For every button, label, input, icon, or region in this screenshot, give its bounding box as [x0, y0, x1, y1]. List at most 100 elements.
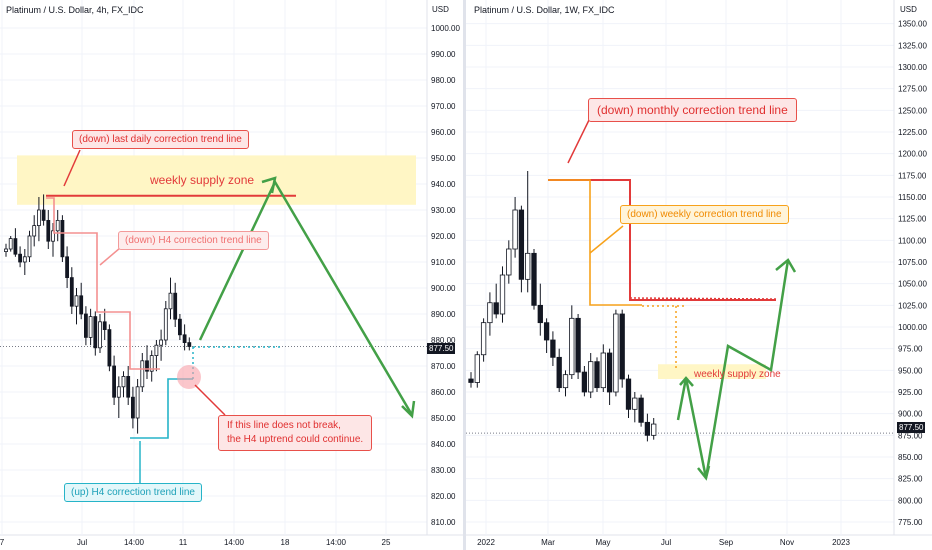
daily-note-pointer [63, 149, 81, 187]
chart-canvas-4h[interactable]: 810.00 820.00 830.00 840.00 850.00 860.00 870.… [0, 0, 464, 550]
y-tick-label: 870.00 [431, 362, 456, 371]
candle-body [512, 209, 518, 250]
y-tick-label: 920.00 [431, 232, 456, 241]
symbol-label[interactable]: Platinum / U.S. Dollar, 4h, FX_IDC [6, 5, 144, 15]
candle-body [37, 209, 41, 226]
chart-pane-4h[interactable]: 810.00 820.00 830.00 840.00 850.00 860.00 870.… [0, 0, 464, 550]
candle-body [537, 304, 543, 324]
y-tick-label: 1225.00 [898, 128, 927, 137]
y-tick-label: 1000.00 [898, 323, 927, 332]
projection-arrowhead-down [401, 400, 416, 419]
h4-down-trendline-note[interactable]: (down) H4 correction trend line [118, 231, 269, 250]
candle-body [121, 375, 126, 388]
h4-up-trendline-note[interactable]: (up) H4 correction trend line [64, 483, 202, 502]
chart-canvas-1w[interactable]: 775.00 800.00 825.00 850.00 875.00 900.00 925.… [466, 0, 932, 550]
candle-body [619, 313, 625, 380]
candle-body [518, 209, 525, 280]
candle-body [18, 253, 23, 263]
candle-body [149, 355, 154, 372]
candle-body [531, 252, 537, 306]
pane-divider[interactable] [463, 0, 466, 550]
candle-body [556, 356, 562, 389]
y-tick-label: 800.00 [898, 496, 923, 505]
chart-pane-1w[interactable]: 775.00 800.00 825.00 850.00 875.00 900.00 925.… [466, 0, 932, 550]
candle-body [84, 313, 88, 338]
candle-body [168, 292, 173, 310]
candle-body [107, 329, 112, 367]
candle-body [581, 371, 588, 393]
candle-body [187, 342, 192, 347]
candle-body [4, 248, 8, 252]
note-line-1: If this line does not break, [227, 420, 341, 431]
candle-body [506, 248, 512, 276]
break-note-pointer [194, 384, 226, 416]
y-tick-label: 1300.00 [898, 63, 927, 72]
supply-zone-label: weekly supply zone [150, 173, 255, 187]
break-point-marker [177, 365, 201, 389]
candle-body [550, 339, 556, 358]
y-tick-label: 925.00 [898, 388, 923, 397]
candle-body [145, 360, 149, 372]
weekly-trendline-note[interactable]: (down) weekly correction trend line [620, 205, 789, 224]
h4-down-trendline [46, 197, 160, 370]
daily-trendline-note[interactable]: (down) last daily correction trend line [72, 130, 249, 149]
candle-body [632, 397, 638, 410]
monthly-trendline-extension [629, 297, 777, 300]
y-tick-label: 850.00 [898, 453, 923, 462]
x-tick-label: Sep [719, 538, 734, 547]
symbol-label[interactable]: Platinum / U.S. Dollar, 1W, FX_IDC [474, 5, 615, 15]
candle-body [74, 295, 79, 307]
candle-body [606, 352, 613, 393]
x-tick-label: Jul [661, 538, 671, 547]
candle-body [594, 361, 600, 389]
h4-down-note-pointer [99, 247, 121, 266]
y-tick-label: 1125.00 [898, 215, 927, 224]
y-tick-label: 980.00 [431, 76, 456, 85]
projection-arrowhead-c [775, 258, 797, 273]
candle-body [98, 321, 102, 349]
x-tick-label: 14:00 [326, 538, 347, 547]
y-tick-label: 875.00 [898, 431, 923, 440]
x-tick-label: 2023 [832, 538, 850, 547]
y-tick-label: 890.00 [431, 310, 456, 319]
candle-body [525, 252, 531, 280]
candle-body [51, 230, 55, 242]
candle-body [135, 386, 140, 419]
candle-body [499, 274, 506, 315]
x-tick-label: Jul [77, 538, 87, 547]
candle-body [8, 238, 13, 250]
candle-body [116, 386, 121, 398]
candle-body [600, 352, 606, 389]
candle-body [163, 308, 168, 341]
y-tick-label: 820.00 [431, 492, 456, 501]
y-tick-label: 850.00 [431, 414, 456, 423]
break-condition-note[interactable]: If this line does not break, the H4 uptr… [218, 415, 373, 451]
y-tick-label: 1025.00 [898, 301, 927, 310]
candle-body [93, 316, 98, 349]
candle-body [130, 396, 135, 419]
projection-path [198, 179, 414, 416]
candle-body [60, 219, 65, 258]
y-tick-label: 825.00 [898, 475, 923, 484]
supply-zone [658, 364, 766, 379]
last-price-tag: 877.50 [427, 343, 456, 354]
currency-label: USD [900, 5, 917, 14]
candle-body [468, 378, 474, 383]
candle-body [32, 225, 37, 237]
x-tick-label: Nov [780, 538, 794, 547]
y-tick-label: 930.00 [431, 206, 456, 215]
y-tick-label: 1075.00 [898, 258, 927, 267]
candle-body [569, 317, 575, 376]
currency-label: USD [432, 5, 449, 14]
x-tick-label: 11 [179, 538, 188, 547]
candle-body [13, 238, 18, 255]
candle-body [140, 360, 145, 388]
candle-body [79, 295, 84, 315]
y-tick-label: 1325.00 [898, 41, 927, 50]
y-tick-label: 900.00 [431, 284, 456, 293]
candle-body [575, 317, 581, 373]
candle-body [46, 219, 51, 242]
candle-body [638, 397, 644, 423]
candle-body [480, 322, 487, 356]
monthly-trendline-note[interactable]: (down) monthly correction trend line [588, 98, 797, 122]
